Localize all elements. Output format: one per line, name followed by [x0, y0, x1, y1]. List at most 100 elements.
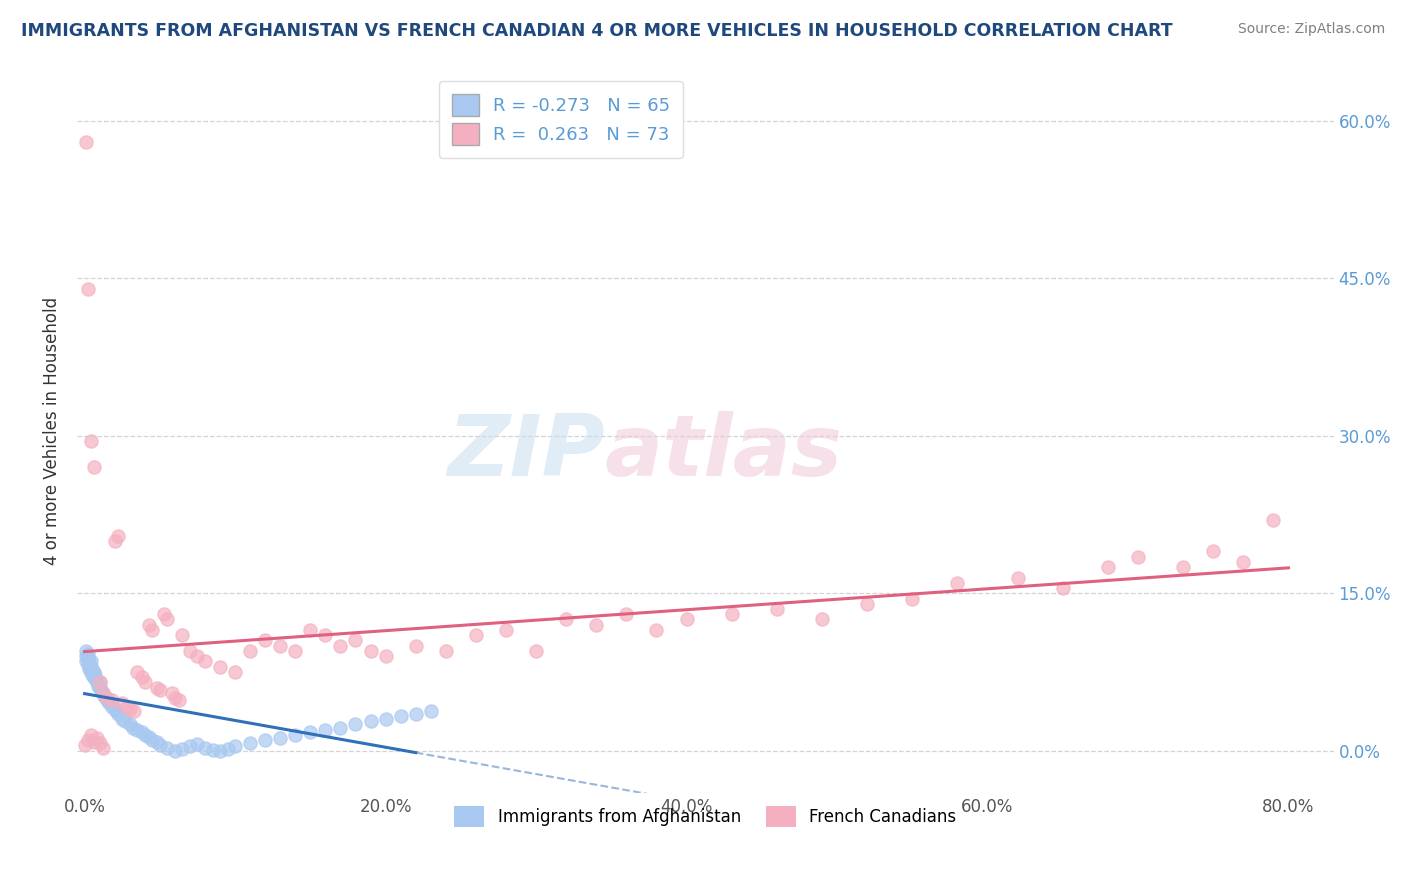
Text: Source: ZipAtlas.com: Source: ZipAtlas.com — [1237, 22, 1385, 37]
Point — [141, 733, 163, 747]
Point — [79, 728, 101, 742]
Point — [329, 721, 352, 735]
Point — [146, 735, 169, 749]
Point — [89, 681, 111, 695]
Point — [146, 681, 169, 695]
Point — [194, 740, 217, 755]
Point — [209, 659, 232, 673]
Text: IMMIGRANTS FROM AFGHANISTAN VS FRENCH CANADIAN 4 OR MORE VEHICLES IN HOUSEHOLD C: IMMIGRANTS FROM AFGHANISTAN VS FRENCH CA… — [21, 22, 1173, 40]
Point — [1007, 570, 1029, 584]
Point — [89, 675, 111, 690]
Point — [209, 744, 232, 758]
Point — [169, 693, 191, 707]
Point — [179, 739, 201, 754]
Point — [100, 699, 122, 714]
Point — [186, 738, 208, 752]
Point — [83, 735, 105, 749]
Point — [156, 612, 179, 626]
Point — [163, 744, 186, 758]
Point — [87, 679, 110, 693]
Point — [89, 736, 111, 750]
Point — [111, 712, 134, 726]
Point — [76, 647, 98, 661]
Point — [121, 721, 143, 735]
Point — [76, 733, 98, 747]
Point — [149, 739, 172, 753]
Point — [1232, 555, 1254, 569]
Point — [201, 742, 224, 756]
Point — [75, 655, 97, 669]
Point — [75, 644, 97, 658]
Point — [114, 714, 136, 729]
Point — [269, 639, 291, 653]
Point — [1202, 544, 1225, 558]
Point — [118, 702, 141, 716]
Point — [138, 617, 160, 632]
Point — [84, 673, 107, 687]
Point — [179, 644, 201, 658]
Point — [79, 665, 101, 679]
Point — [79, 434, 101, 448]
Y-axis label: 4 or more Vehicles in Household: 4 or more Vehicles in Household — [44, 296, 60, 565]
Point — [585, 617, 607, 632]
Point — [946, 575, 969, 590]
Point — [100, 693, 122, 707]
Point — [75, 135, 97, 149]
Point — [299, 623, 322, 637]
Point — [239, 644, 262, 658]
Point — [77, 655, 100, 669]
Point — [134, 728, 156, 742]
Point — [127, 665, 149, 679]
Point — [107, 706, 129, 721]
Point — [76, 657, 98, 672]
Point — [269, 731, 291, 745]
Point — [153, 607, 176, 622]
Point — [299, 724, 322, 739]
Point — [645, 623, 668, 637]
Point — [118, 717, 141, 731]
Point — [239, 736, 262, 750]
Point — [91, 686, 114, 700]
Point — [360, 644, 382, 658]
Point — [224, 739, 246, 754]
Point — [1097, 560, 1119, 574]
Point — [131, 724, 153, 739]
Point — [495, 623, 517, 637]
Point — [91, 740, 114, 755]
Point — [254, 633, 277, 648]
Point — [901, 591, 924, 606]
Point — [83, 460, 105, 475]
Point — [720, 607, 742, 622]
Point — [374, 649, 396, 664]
Point — [97, 697, 120, 711]
Point — [464, 628, 486, 642]
Point — [82, 668, 104, 682]
Point — [138, 730, 160, 744]
Point — [224, 665, 246, 679]
Point — [111, 697, 134, 711]
Point — [766, 602, 789, 616]
Point — [141, 623, 163, 637]
Point — [524, 644, 547, 658]
Point — [1126, 549, 1149, 564]
Point — [160, 686, 183, 700]
Point — [124, 704, 146, 718]
Point — [83, 670, 105, 684]
Point — [614, 607, 637, 622]
Point — [79, 655, 101, 669]
Point — [104, 533, 127, 548]
Point — [134, 675, 156, 690]
Point — [811, 612, 834, 626]
Point — [434, 644, 457, 658]
Point — [83, 665, 105, 679]
Point — [93, 689, 115, 703]
Point — [1263, 513, 1285, 527]
Point — [360, 714, 382, 729]
Legend: Immigrants from Afghanistan, French Canadians: Immigrants from Afghanistan, French Cana… — [446, 798, 965, 835]
Point — [405, 639, 427, 653]
Point — [555, 612, 578, 626]
Point — [419, 704, 441, 718]
Point — [127, 723, 149, 737]
Point — [75, 649, 97, 664]
Point — [149, 682, 172, 697]
